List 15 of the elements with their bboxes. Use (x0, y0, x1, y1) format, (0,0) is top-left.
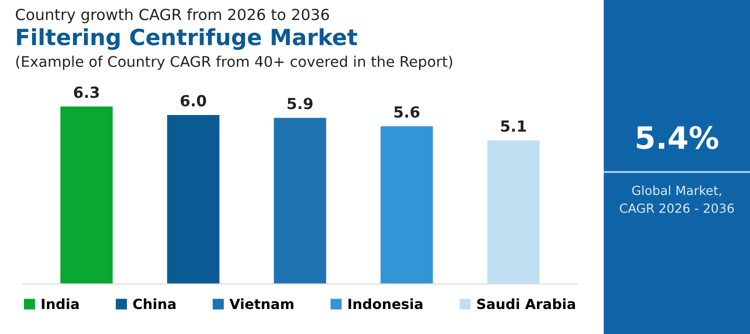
data-label: 6.0 (180, 94, 206, 106)
data-label: 5.6 (394, 106, 420, 118)
text: (Example of Country CAGR from 40+ covered in the Report) (16, 56, 452, 70)
chart-title: Filtering Centrifuge Market (17, 28, 358, 50)
data-label: 6.3 (74, 86, 99, 98)
data-label: 5.1 (501, 120, 526, 132)
legend-label: China (133, 298, 176, 310)
text: Global Market, CAGR 2026 - 2036 (620, 185, 734, 213)
data-label: 5.9 (288, 98, 313, 110)
text: 5.4% (636, 126, 718, 150)
chart-subtitle: Country growth CAGR from 2026 to 2036 (16, 8, 329, 24)
legend-label: Vietnam (229, 298, 294, 310)
legend-label: Indonesia (348, 298, 422, 310)
legend-label: India (42, 298, 79, 310)
legend-label: Saudi Arabia (477, 298, 575, 310)
